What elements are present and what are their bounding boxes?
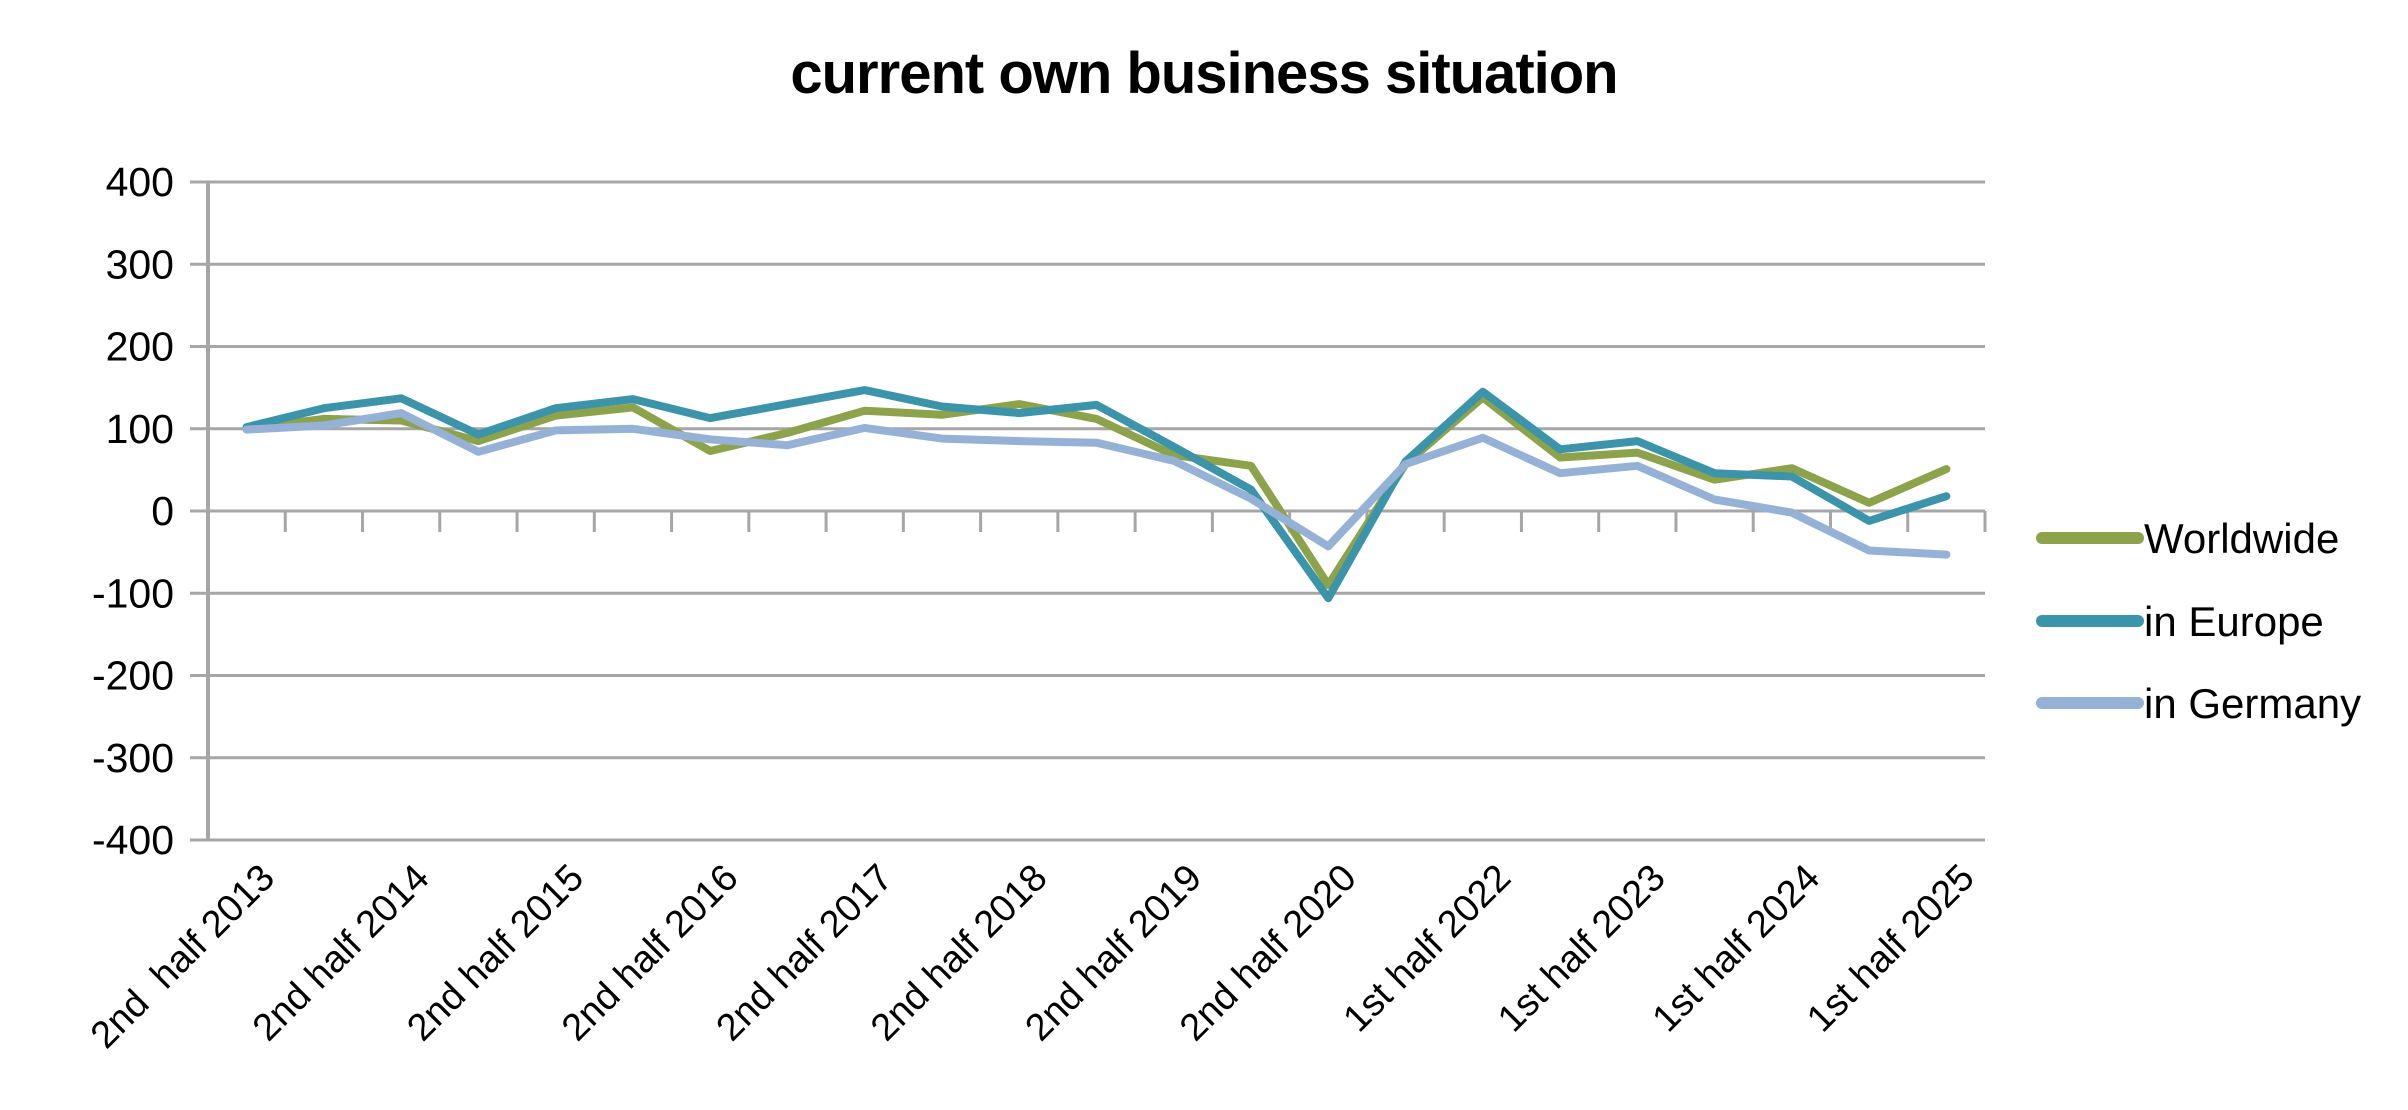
y-tick-label: 200 bbox=[106, 324, 174, 370]
series-line-worldwide bbox=[242, 393, 1951, 589]
chart-title: current own business situation bbox=[790, 41, 1618, 106]
y-tick-label: 100 bbox=[106, 406, 174, 452]
y-tick-label: 0 bbox=[151, 488, 174, 534]
x-tick-label: 1st half 2025 bbox=[1799, 857, 1983, 1041]
y-tick-label: 400 bbox=[106, 159, 174, 205]
legend-label-worldwide: Worldwide bbox=[2144, 515, 2339, 562]
y-tick-label: -100 bbox=[92, 570, 174, 616]
legend-label-in-germany: in Germany bbox=[2144, 680, 2361, 727]
y-tick-label: -400 bbox=[92, 817, 174, 863]
y-tick-label: 300 bbox=[106, 241, 174, 287]
series-line-in-germany bbox=[242, 409, 1951, 559]
y-tick-label: -300 bbox=[92, 735, 174, 781]
series-line-in-europe bbox=[242, 386, 1951, 603]
legend-label-in-europe: in Europe bbox=[2144, 598, 2324, 645]
y-tick-label: -200 bbox=[92, 653, 174, 699]
